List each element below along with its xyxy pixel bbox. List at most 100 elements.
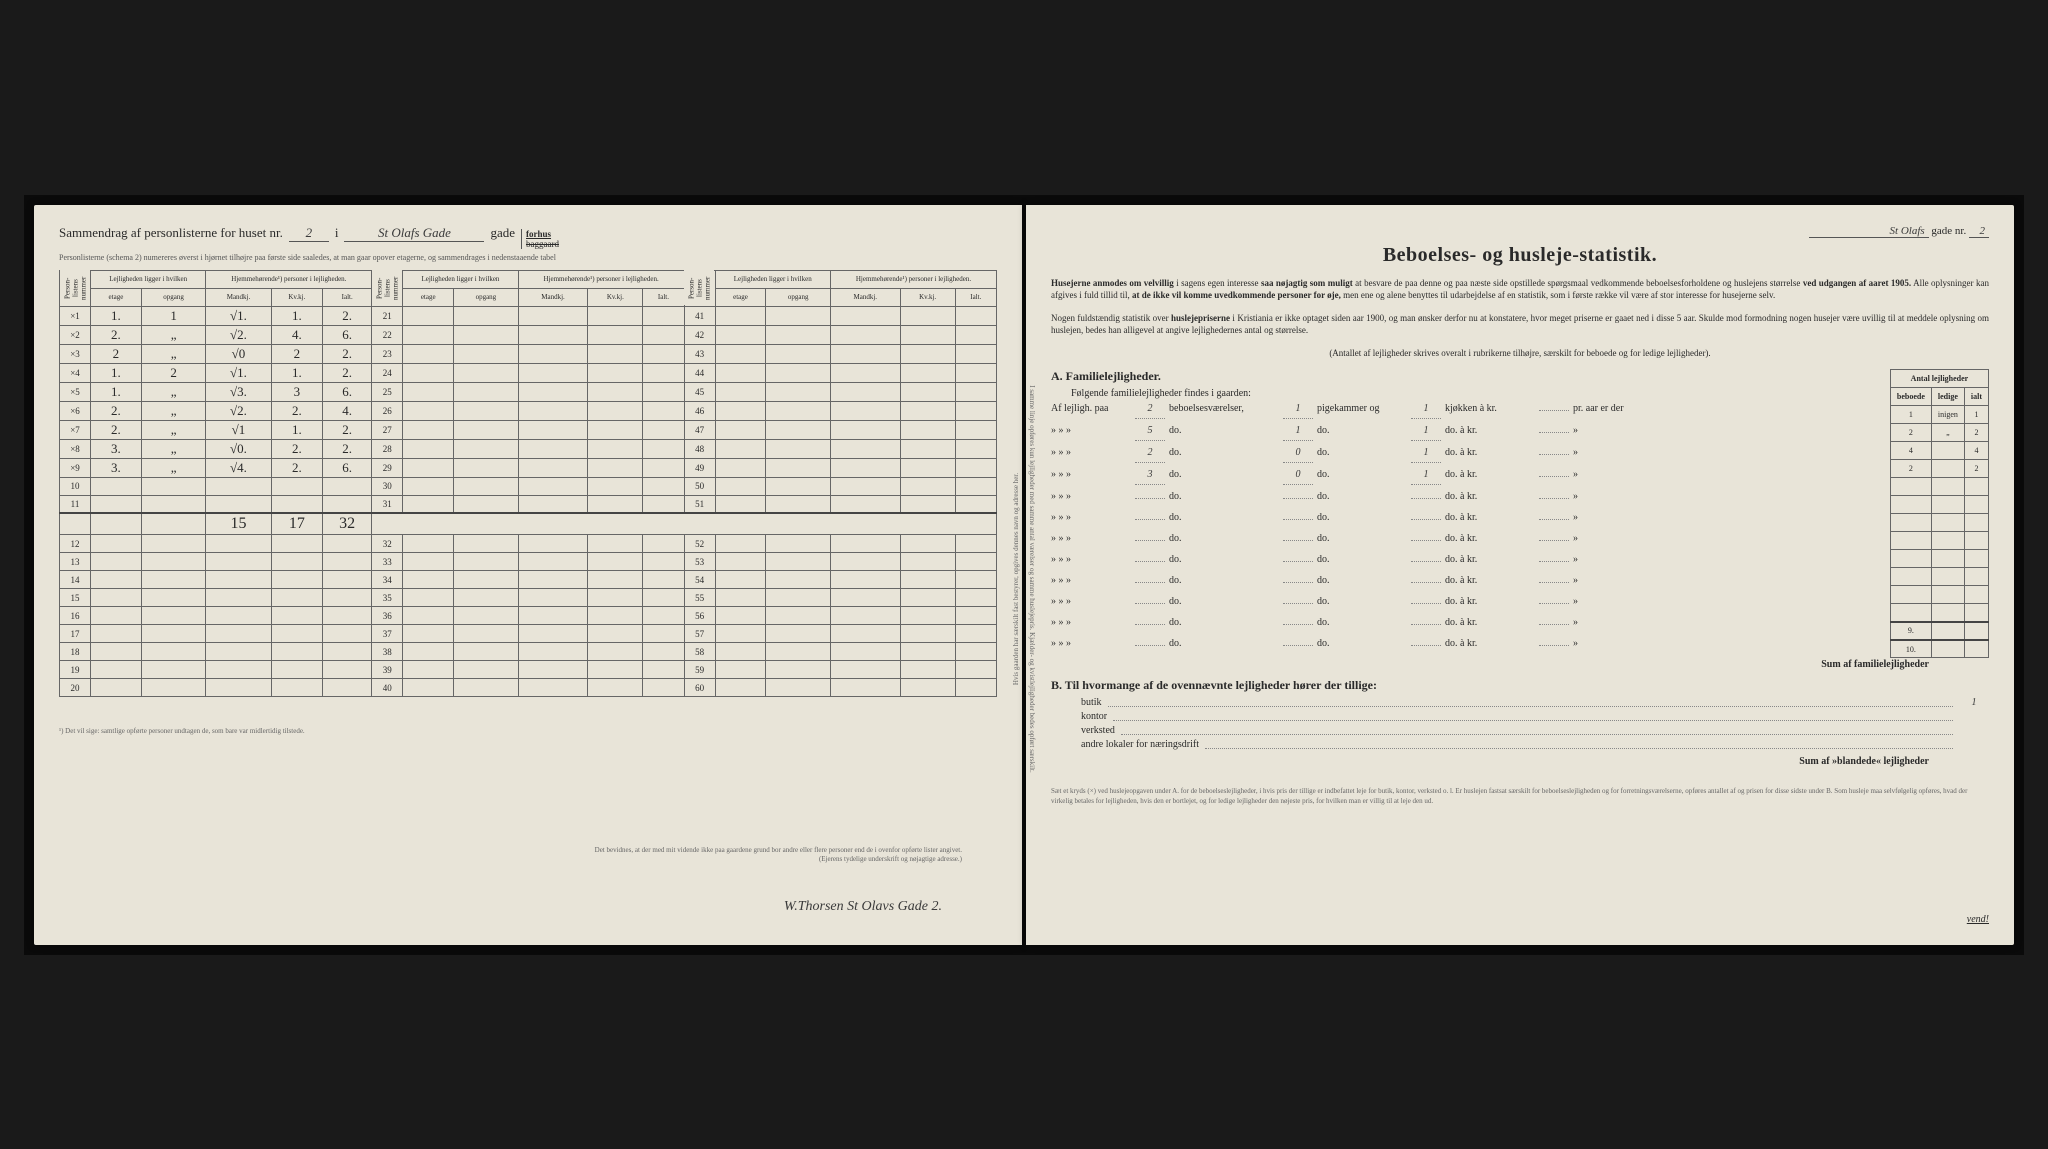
col-ialt2: Ialt. [643,288,684,306]
col-hjemme: Hjemmehørende¹) personer i lejligheden. [206,270,372,288]
intro-paragraph-2: Nogen fuldstændig statistik over husleje… [1051,312,1989,337]
declaration: Det bevidnes, at der med mit vidende ikk… [517,846,962,864]
vend-label: vend! [1967,914,1989,925]
table-row: ×22.„√2.4.6.2242 [60,325,997,344]
table-row: 103050 [60,477,997,495]
antal-table: Antal lejligheder beboede ledige ialt 1i… [1890,369,1989,658]
sum-a-row: Sum af familielejligheder [1051,659,1989,670]
family-row: » » » 5 do. 1 do. 1 do. à kr. » [1051,421,1880,441]
col-ialt-r: ialt [1964,388,1988,406]
top-street: St Olafs [1809,225,1929,238]
table-row: 133353 [60,553,997,571]
left-header: Sammendrag af personlisterne for huset n… [59,225,997,249]
side-note: I samme linje opføres kun lejligheder me… [1028,385,1036,773]
table-row: 123252 [60,535,997,553]
col-kvkj2: Kv.kj. [588,288,643,306]
intro-note: (Antallet af lejligheder skrives overalt… [1051,347,1989,360]
family-row-empty: » » » do. do. do. à kr. » [1051,571,1880,590]
antal-row: 2„2 [1890,424,1988,442]
col-hjemme2: Hjemmehørende¹) personer i lejligheden. [518,270,684,288]
b-row: verksted [1081,725,1989,736]
subnote: Personlisterne (schema 2) numereres øver… [59,253,997,262]
section-a-label: A. Familielejligheder. [1051,369,1989,384]
col-lejlighed: Lejligheden ligger i hvilken [91,270,206,288]
top-address: St Olafs gade nr. 2 [1051,225,1989,238]
table-row: 204060 [60,679,997,697]
table-row: 183858 [60,643,997,661]
table-row: 153555 [60,589,997,607]
table-row: 193959 [60,661,997,679]
col-kvkj: Kv.kj. [271,288,322,306]
summary-title: Sammendrag af personlisterne for huset n… [59,225,283,241]
b-row: butik1 [1081,697,1989,708]
intro-paragraph-1: Husejerne anmodes om velvillig i sagens … [1051,277,1989,302]
table-header: Person-listens nummer Lejligheden ligger… [60,270,997,306]
baggaard-label: baggaard [526,239,559,249]
family-row-empty: » » » do. do. do. à kr. » [1051,634,1880,653]
family-row-empty: » » » do. do. do. à kr. » [1051,508,1880,527]
table-row: ×62.„√2.2.4.2646 [60,401,997,420]
col-opgang2: opgang [454,288,519,306]
family-rows: Af lejligh. paa 2 beboelsesværelser, 1 p… [1051,399,1989,653]
col-lejlighed2: Lejligheden ligger i hvilken [403,270,518,288]
col-person-list3: Person-listens nummer [684,270,715,306]
col-person-list2: Person-listens nummer [372,270,403,306]
col-etage: etage [91,288,142,306]
antal-b-sum-row: 10. [1890,640,1988,658]
col-etage2: etage [403,288,454,306]
building-type: forhus baggaard [521,229,559,249]
table-row: ×32„√022.2343 [60,344,997,363]
gade-suffix: gade [490,225,515,241]
col-kvkj3: Kv.kj. [900,288,955,306]
table-row: ×83.„√0.2.2.2848 [60,439,997,458]
table-row: ×93.„√4.2.6.2949 [60,458,997,477]
footer-note: Sæt et kryds (×) ved huslejeopgaven unde… [1051,787,1989,805]
col-mandkj2: Mandkj. [518,288,588,306]
sum-b-row: Sum af »blandede« lejligheder [1051,756,1989,767]
col-hjemme3: Hjemmehørende¹) personer i lejligheden. [830,270,996,288]
street-name: St Olafs Gade [344,225,484,242]
antal-row: 1inigen1 [1890,406,1988,424]
family-row-empty: » » » do. do. do. à kr. » [1051,487,1880,506]
table-row: ×11.1√1.1.2.2141 [60,306,997,325]
b-row: andre lokaler for næringsdrift [1081,739,1989,750]
signature: W.Thorsen St Olavs Gade 2. [784,899,942,915]
family-row-empty: » » » do. do. do. à kr. » [1051,550,1880,569]
section-b-label: B. Til hvormange af de ovennævnte lejlig… [1051,678,1989,693]
antal-sum-row: 9. [1890,622,1988,640]
table-row: 113151 [60,495,997,513]
summary-table: Person-listens nummer Lejligheden ligger… [59,270,997,698]
table-row: ×41.2√1.1.2.2444 [60,363,997,382]
section-a-sub: Følgende familielejligheder findes i gaa… [1071,388,1989,399]
antal-header: Antal lejligheder [1890,370,1988,388]
page-title: Beboelses- og husleje-statistik. [1051,244,1989,267]
house-number: 2 [289,225,329,242]
table-row: ×51.„√3.36.2545 [60,382,997,401]
family-row: Af lejligh. paa 2 beboelsesværelser, 1 p… [1051,399,1880,419]
table-body: ×11.1√1.1.2.2141×22.„√2.4.6.2242×32„√022… [60,306,997,697]
family-row-empty: » » » do. do. do. à kr. » [1051,592,1880,611]
b-rows: butik1 kontor verksted andre lokaler for næ… [1051,697,1989,750]
col-etage3: etage [715,288,766,306]
col-ialt3: Ialt. [955,288,996,306]
family-row-empty: » » » do. do. do. à kr. » [1051,613,1880,632]
col-lejlighed3: Lejligheden ligger i hvilken [715,270,830,288]
col-opgang3: opgang [766,288,831,306]
footnote: ¹) Det vil sige: samtlige opførte person… [59,727,434,736]
antal-row: 22 [1890,460,1988,478]
col-ialt: Ialt. [323,288,372,306]
family-row: » » » 2 do. 0 do. 1 do. à kr. » [1051,443,1880,463]
table-row: 173757 [60,625,997,643]
document-spread: Sammendrag af personlisterne for huset n… [24,195,2024,955]
forhus-label: forhus [526,229,559,239]
family-row-empty: » » » do. do. do. à kr. » [1051,529,1880,548]
gade-nr-label: gade nr. [1931,225,1966,237]
b-row: kontor [1081,711,1989,722]
col-beboede: beboede [1890,388,1931,406]
totals-row: 151732 [60,513,997,535]
left-page: Sammendrag af personlisterne for huset n… [34,205,1022,945]
top-nr: 2 [1969,225,1989,238]
col-mandkj: Mandkj. [206,288,271,306]
vertical-note: Hvis gaarden har særskilt fast bestyrer,… [1012,472,1020,684]
antal-row: 44 [1890,442,1988,460]
